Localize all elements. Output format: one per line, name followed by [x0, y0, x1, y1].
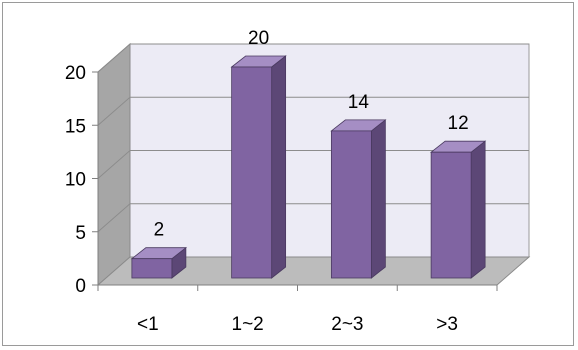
- y-tick-label: 5: [75, 223, 86, 244]
- data-label: 12: [448, 113, 469, 134]
- bar: [230, 55, 287, 279]
- bars: [130, 55, 487, 279]
- y-tick-label: 15: [65, 116, 86, 137]
- bar-side: [370, 119, 386, 279]
- data-labels: 2 20 14 12: [154, 28, 469, 241]
- data-label: 2: [154, 220, 165, 241]
- y-axis-ticks: 0 5 10 15 20: [65, 63, 98, 297]
- bar-front: [231, 66, 273, 279]
- bar: [130, 246, 188, 279]
- y-tick-label: 10: [65, 170, 86, 191]
- data-label: 20: [248, 28, 269, 49]
- x-axis-ticks: <1 1~2 2~3 >3: [97, 285, 498, 335]
- gridline: [97, 96, 529, 126]
- x-tick-label: >3: [436, 314, 458, 335]
- data-label: 14: [348, 92, 370, 113]
- y-tick-label: 0: [75, 276, 86, 297]
- bar-front: [131, 258, 173, 279]
- x-tick-label: 2~3: [331, 314, 363, 335]
- bar: [429, 140, 487, 279]
- x-tick-label: <1: [137, 314, 159, 335]
- gridline: [97, 43, 529, 73]
- x-tick-label: 1~2: [232, 314, 264, 335]
- bar: [330, 119, 387, 279]
- gridline: [97, 203, 529, 233]
- bar-front: [330, 130, 372, 279]
- gridline: [97, 150, 529, 179]
- bar-side: [271, 55, 287, 279]
- y-tick-label: 20: [65, 63, 86, 84]
- gridlines: [97, 43, 529, 233]
- bar-front: [430, 151, 472, 279]
- bar-side: [470, 140, 486, 279]
